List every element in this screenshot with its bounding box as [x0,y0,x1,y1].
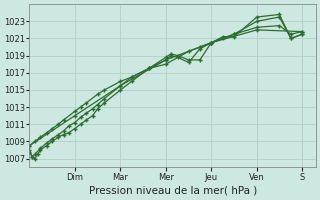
X-axis label: Pression niveau de la mer( hPa ): Pression niveau de la mer( hPa ) [89,186,257,196]
